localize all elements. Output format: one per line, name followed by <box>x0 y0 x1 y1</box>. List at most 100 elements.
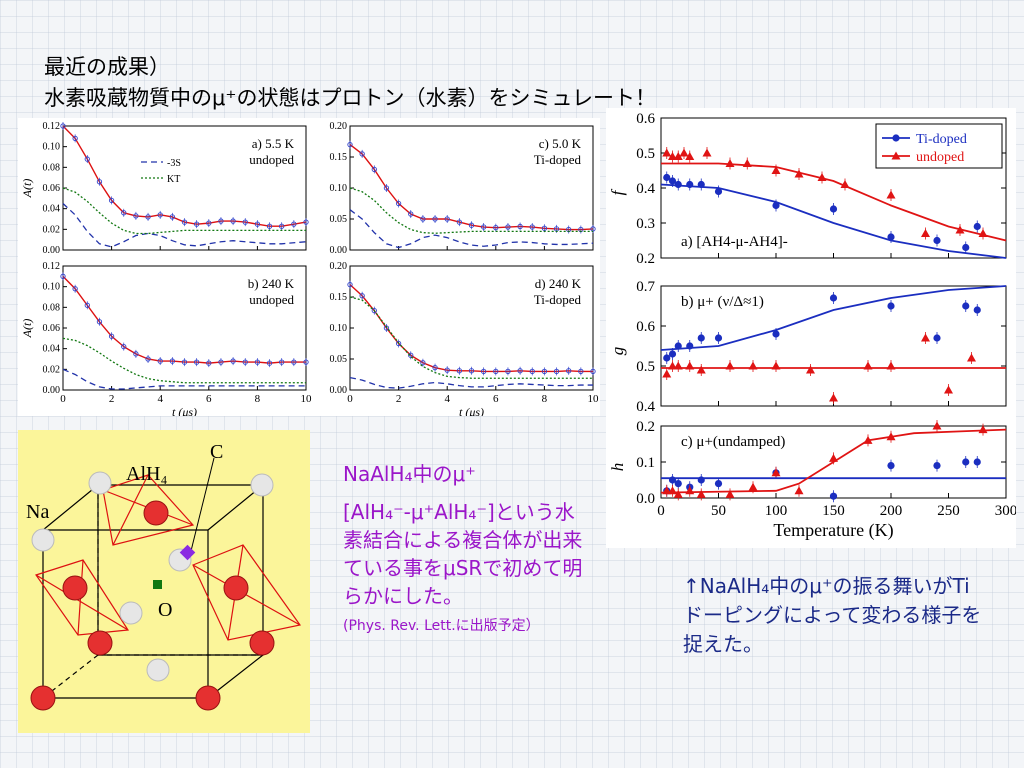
y-tick-label: 0.2 <box>636 419 655 435</box>
undoped-point <box>748 482 758 491</box>
undoped-point <box>662 369 672 378</box>
x-axis-label: t (μs) <box>172 405 197 416</box>
g-panel: 0.4 0.5 0.6 0.7 g b) μ+ (ν/Δ≈1) <box>608 279 1007 415</box>
y-tick-label: 0.20 <box>330 121 348 132</box>
undoped-point <box>685 152 695 160</box>
panel-label: d) 240 K <box>535 276 582 291</box>
y-tick-label: 0.06 <box>43 323 61 334</box>
y-tick-label: 0.06 <box>43 183 61 194</box>
panel-label: a) 5.5 K <box>252 136 295 151</box>
ti-doped-fit <box>660 183 1007 259</box>
x-tick-label: 10 <box>301 393 313 405</box>
caption-left-reference: (Phys. Rev. Lett.に出版予定） <box>343 618 540 634</box>
legend-kt-label: KT <box>167 174 180 185</box>
label-c: C <box>210 441 223 463</box>
title-line-1: 最近の成果） <box>44 55 170 79</box>
crystal-structure-svg: C AlH₄ Na O <box>26 441 302 711</box>
undoped-point <box>829 393 838 402</box>
undoped-point <box>725 159 735 167</box>
undoped-point <box>696 365 706 374</box>
y-tick-label: 0.12 <box>43 261 61 272</box>
ti-doped-point <box>714 480 723 488</box>
f-panel: 0.2 0.3 0.4 0.5 0.6 f a) [AH4-μ-AH4]- Ti-doped u… <box>608 111 1007 267</box>
x-tick-label: 6 <box>493 393 499 405</box>
y-tick-label: 0.7 <box>636 279 655 295</box>
x-tick-label: 2 <box>109 393 115 405</box>
molecule-diagram: C AlH₄ Na O <box>18 430 310 733</box>
asymmetry-panels: 0.00 0.02 0.04 0.06 0.08 0.10 0.12 A(t) a) 5.5 K… <box>18 118 600 419</box>
series-kt-line <box>62 337 306 384</box>
ti-doped-point <box>933 236 941 245</box>
undoped-fit <box>660 428 1007 494</box>
asymmetry-panel-1: 0.00 0.05 0.10 0.15 0.20 c) 5.0 KTi-doped <box>330 121 596 256</box>
y-tick-label: 0.12 <box>43 121 61 132</box>
panel-label: a) [AH4-μ-AH4]- <box>681 234 788 250</box>
x-tick-label: 8 <box>255 393 261 405</box>
x-tick-label: 200 <box>880 503 903 519</box>
undoped-point <box>794 486 804 495</box>
undoped-point <box>696 489 706 498</box>
y-tick-label: 0.00 <box>330 385 348 396</box>
series-kt-line <box>349 296 593 379</box>
panel-label: c) μ+(undamped) <box>681 434 785 450</box>
panel-sublabel: undoped <box>249 152 294 167</box>
series-3s-line <box>62 203 307 248</box>
ti-doped-point <box>697 334 705 342</box>
undoped-point <box>771 166 781 174</box>
ti-doped-point <box>829 294 838 302</box>
undoped-point <box>668 152 677 160</box>
ti-doped-point <box>973 458 981 466</box>
h-panel: 0.0 0.1 0.2 0 50 100 150 200 250 300 h c) μ+(undamp… <box>608 419 1017 541</box>
undoped-point <box>921 229 930 237</box>
x-tick-label: 300 <box>995 503 1016 519</box>
y-tick-label: 0.1 <box>636 455 655 471</box>
ti-doped-point <box>663 173 671 182</box>
ti-doped-point <box>973 222 981 231</box>
site-o-marker <box>153 580 162 589</box>
legend-box <box>875 123 1003 169</box>
x-axis-label: Temperature (K) <box>773 520 893 541</box>
y-tick-label: 0.10 <box>330 183 348 194</box>
y-tick-label: 0.04 <box>43 204 61 215</box>
ti-doped-point <box>973 306 981 314</box>
y-tick-label: 0.5 <box>636 146 655 162</box>
undoped-point <box>662 148 672 157</box>
series-3s-line <box>349 209 594 249</box>
y-tick-label: 0.00 <box>330 245 348 256</box>
x-tick-label: 0 <box>347 393 353 405</box>
y-tick-label: 0.3 <box>636 216 655 232</box>
y-tick-label: 0.10 <box>330 323 348 334</box>
y-tick-label: 0.10 <box>43 142 61 153</box>
x-tick-label: 0 <box>60 393 66 405</box>
label-alh4: AlH₄ <box>126 463 167 485</box>
legend-3s-label: -3S <box>167 158 181 169</box>
legend-undoped-marker <box>891 151 901 160</box>
y-tick-label: 0.02 <box>43 224 61 235</box>
undoped-point <box>886 190 896 199</box>
caption-left: NaAlH₄中のμ⁺ [AlH₄⁻-μ⁺AlH₄⁻]という水素結合による複合体が… <box>343 460 593 636</box>
slide-title: 最近の成果） 水素吸蔵物質中のμ⁺の状態はプロトン（水素）をシミュレート！ <box>44 52 656 114</box>
x-tick-label: 2 <box>396 393 402 405</box>
legend-ti-marker <box>892 134 900 142</box>
y-tick-label: 0.10 <box>43 282 61 293</box>
ti-doped-point <box>829 492 838 500</box>
asymmetry-chart-svg: 0.00 0.02 0.04 0.06 0.08 0.10 0.12 A(t) a) 5.5 K… <box>20 121 599 419</box>
ti-doped-point <box>887 233 895 241</box>
undoped-point <box>725 489 735 498</box>
x-tick-label: 100 <box>765 503 788 519</box>
panel-sublabel: Ti-doped <box>534 292 582 307</box>
legend-ti-label: Ti-doped <box>916 132 967 147</box>
y-tick-label: 0.6 <box>636 319 655 335</box>
ti-doped-point <box>674 480 682 488</box>
undoped-point <box>771 468 781 477</box>
undoped-point <box>673 489 683 498</box>
x-tick-label: 0 <box>657 503 665 519</box>
x-tick-label: 4 <box>157 393 163 405</box>
y-tick-label: 0.08 <box>43 162 61 173</box>
panel-label: b) μ+ (ν/Δ≈1) <box>681 294 764 310</box>
al-atoms <box>30 500 275 711</box>
ti-doped-point <box>887 302 895 310</box>
undoped-point <box>679 148 689 157</box>
caption-left-body: [AlH₄⁻-μ⁺AlH₄⁻]という水素結合による複合体が出来ている事をμSRで… <box>343 500 583 608</box>
legend-undoped-label: undoped <box>916 150 964 165</box>
